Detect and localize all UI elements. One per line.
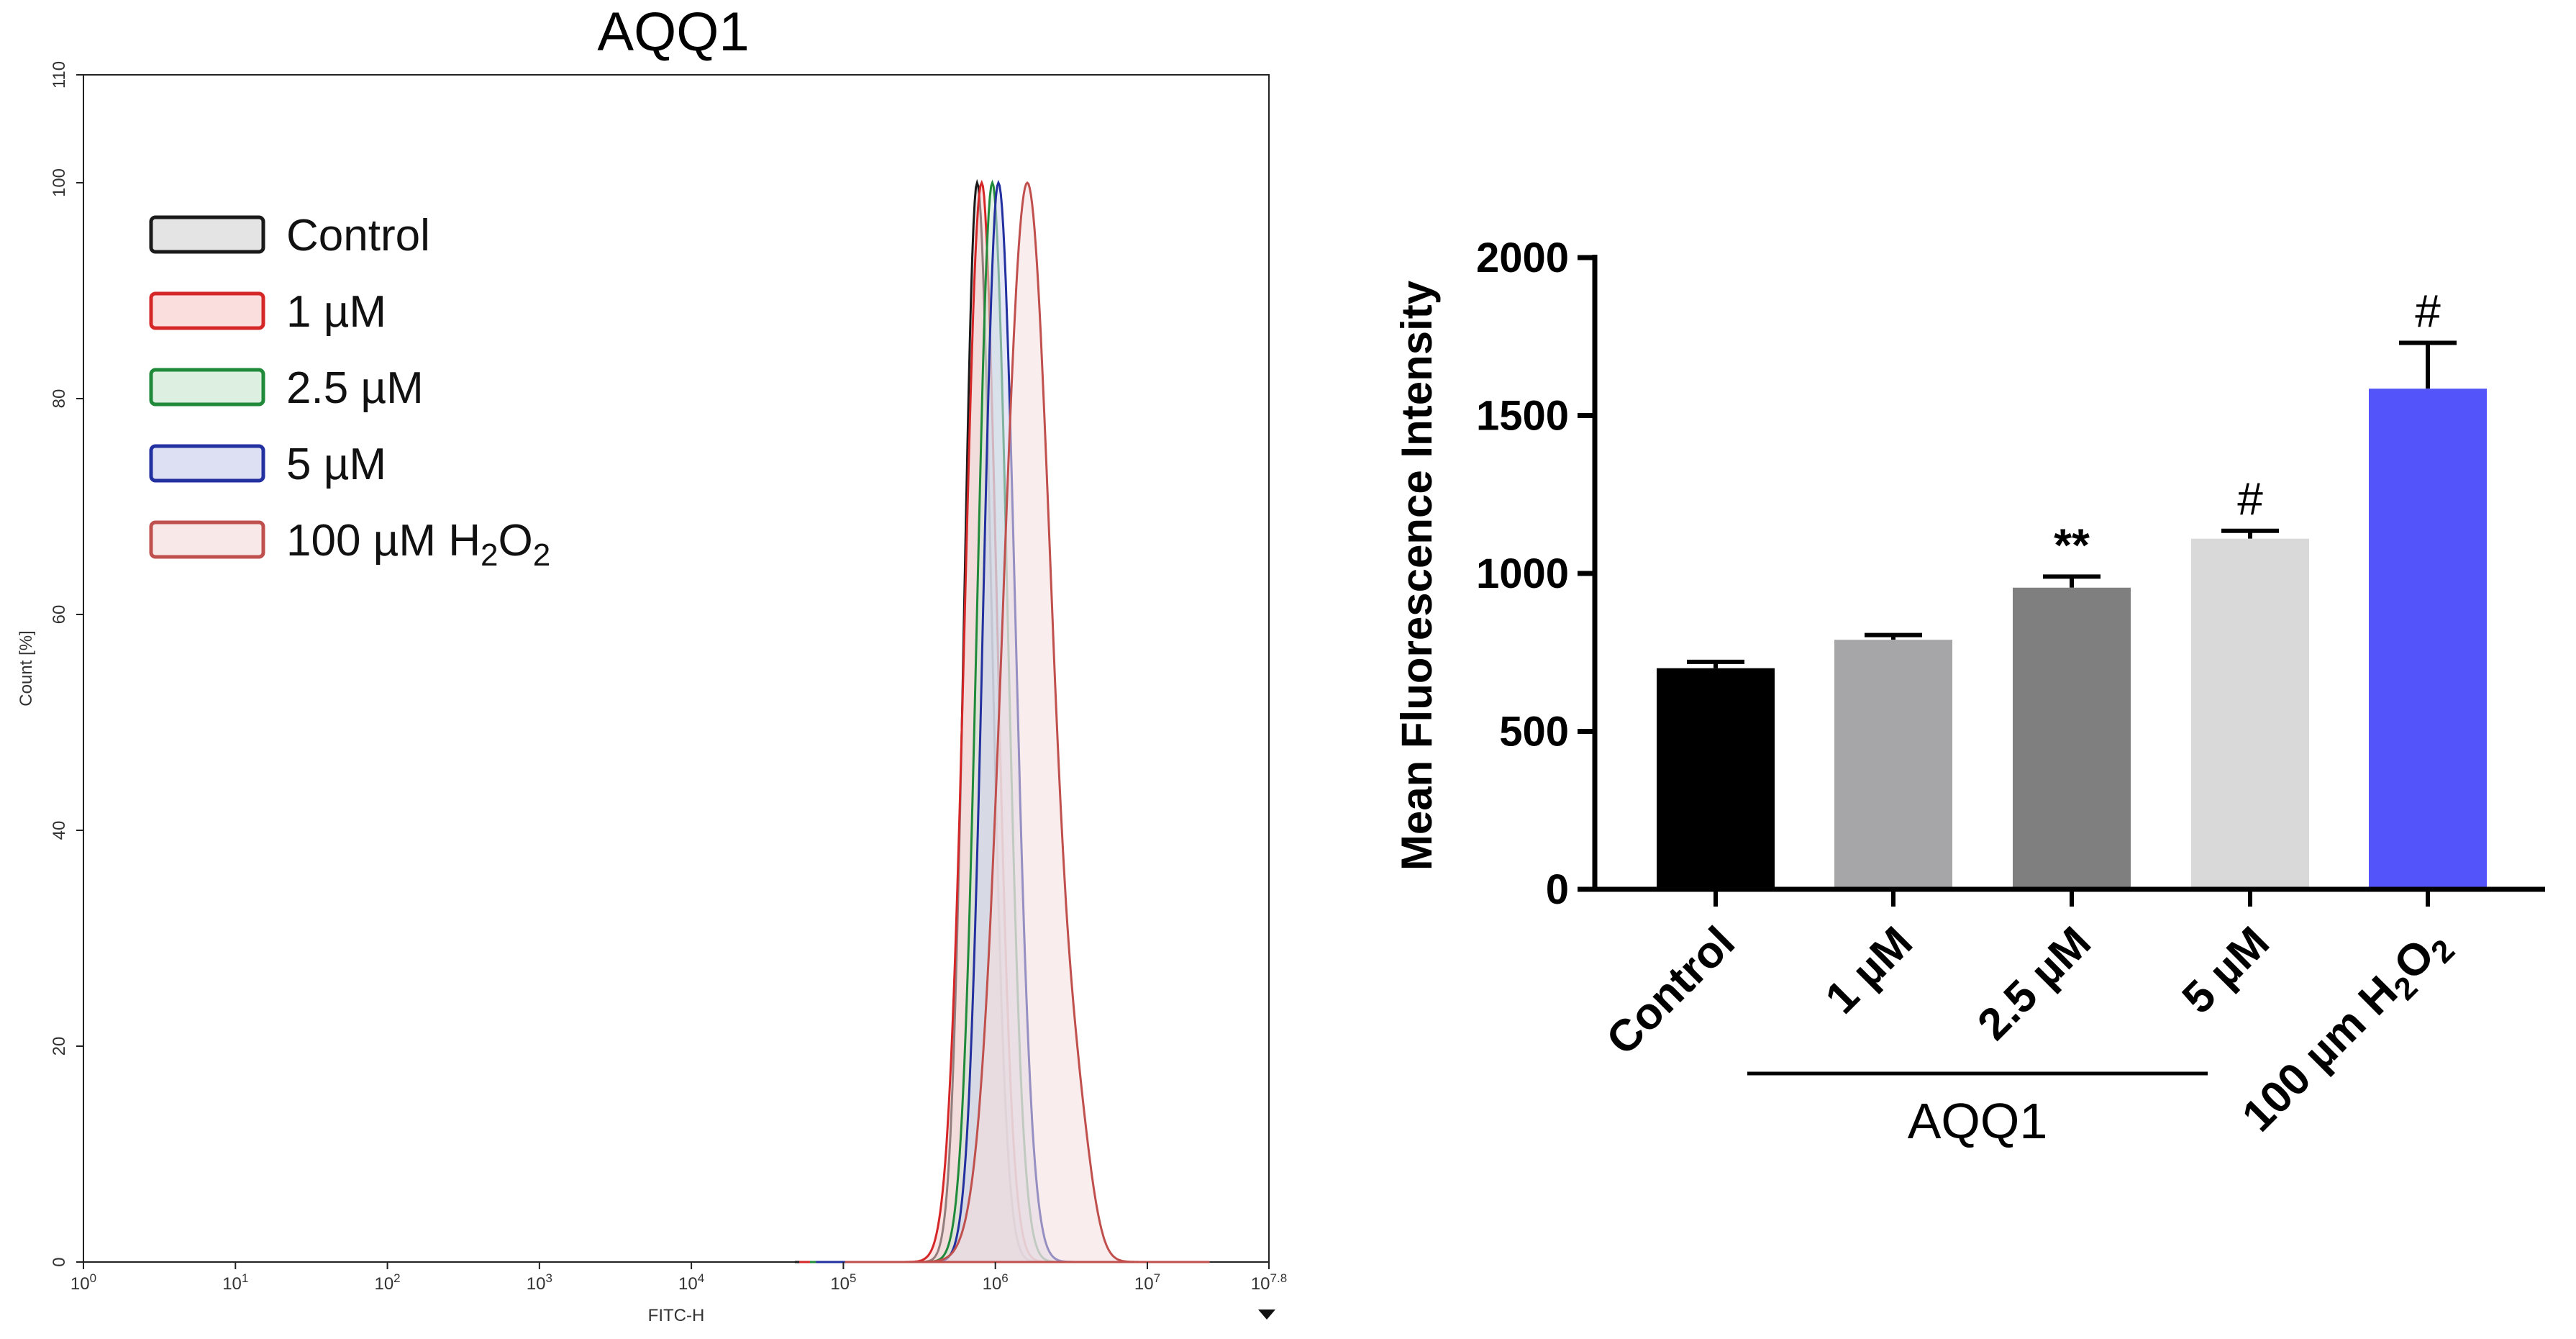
bar-marks-group: ** # # bbox=[1657, 286, 2487, 907]
histogram-x-tick-label: 100 bbox=[70, 1271, 96, 1294]
histogram-y-ticks: 0 20 40 60 80 100 110 bbox=[50, 61, 83, 1267]
bar-y-ticks: 0 500 1000 1500 2000 bbox=[1476, 235, 1595, 913]
histogram-legend: Control 1 µM 2.5 µM 5 µM 100 µM H2O2 bbox=[149, 211, 550, 573]
significance-mark-4: # bbox=[2415, 286, 2441, 337]
histogram-x-axis-label: FITC-H bbox=[648, 1306, 705, 1325]
category-label-3: 5 µM bbox=[2173, 917, 2279, 1023]
category-label-2: 2.5 µM bbox=[1968, 917, 2101, 1050]
histogram-x-tick-label: 107 bbox=[1134, 1271, 1160, 1294]
legend-label-4: 100 µM H2O2 bbox=[286, 516, 550, 573]
histogram-x-ticks: 100 101 102 103 104 105 106 107 107.8 bbox=[70, 1262, 1287, 1294]
histogram-x-tick-label: 103 bbox=[527, 1271, 552, 1294]
legend-label-0: Control bbox=[286, 211, 430, 260]
histogram-y-tick-label: 60 bbox=[50, 605, 69, 625]
bar-y-tick-label: 1500 bbox=[1476, 393, 1569, 440]
histogram-y-tick-label: 80 bbox=[50, 389, 69, 409]
legend-label-1: 1 µM bbox=[286, 287, 386, 337]
bar-2 bbox=[2013, 587, 2131, 889]
histogram-chart: AQQ1 100 101 102 103 104 105 106 107 107.8 0 20 40… bbox=[17, 1, 1287, 1325]
axis-dropdown-icon[interactable] bbox=[1258, 1310, 1275, 1320]
bar-y-tick-label: 500 bbox=[1499, 709, 1569, 755]
legend-swatch-3 bbox=[149, 444, 265, 483]
group-label: AQQ1 bbox=[1908, 1093, 2048, 1149]
category-label-0: Control bbox=[1597, 917, 1744, 1065]
histogram-y-tick-label: 100 bbox=[50, 168, 69, 197]
legend-label-2: 2.5 µM bbox=[286, 363, 424, 413]
histogram-x-tick-label: 107.8 bbox=[1251, 1271, 1287, 1294]
legend-label-3: 5 µM bbox=[286, 440, 386, 489]
histogram-x-tick-label: 101 bbox=[222, 1271, 248, 1294]
bar-3 bbox=[2191, 538, 2309, 889]
legend-swatch-1 bbox=[149, 291, 265, 330]
bar-y-tick-label: 2000 bbox=[1476, 235, 1569, 281]
bar-1 bbox=[1834, 640, 1952, 889]
histogram-series-4 bbox=[845, 181, 1210, 1263]
histogram-x-tick-label: 106 bbox=[983, 1271, 1009, 1294]
bar-chart: 0 500 1000 1500 2000 Mean Fluorescence Inten… bbox=[1393, 235, 2545, 1149]
histogram-series-group bbox=[794, 178, 1210, 1263]
category-label-1: 1 µM bbox=[1816, 917, 1922, 1023]
histogram-y-tick-label: 110 bbox=[50, 61, 69, 88]
legend-swatch-4 bbox=[149, 520, 265, 559]
significance-mark-3: # bbox=[2237, 473, 2263, 525]
bar-4 bbox=[2369, 389, 2487, 889]
histogram-x-tick-label: 102 bbox=[374, 1271, 400, 1294]
histogram-x-tick-label: 105 bbox=[830, 1271, 856, 1294]
histogram-y-tick-label: 20 bbox=[50, 1037, 69, 1056]
bar-y-tick-label: 0 bbox=[1546, 866, 1569, 913]
histogram-y-tick-label: 0 bbox=[50, 1257, 69, 1266]
bar-y-tick-label: 1000 bbox=[1476, 550, 1569, 597]
histogram-title: AQQ1 bbox=[597, 1, 749, 63]
significance-mark-2: ** bbox=[2054, 519, 2090, 571]
bar-y-axis-label: Mean Fluorescence Intensity bbox=[1393, 280, 1441, 871]
histogram-x-tick-label: 104 bbox=[678, 1271, 704, 1294]
legend-swatch-2 bbox=[149, 368, 265, 407]
bar-0 bbox=[1657, 668, 1775, 889]
legend-swatch-0 bbox=[149, 215, 265, 254]
histogram-y-tick-label: 40 bbox=[50, 821, 69, 840]
histogram-y-axis-label: Count [%] bbox=[17, 630, 36, 706]
